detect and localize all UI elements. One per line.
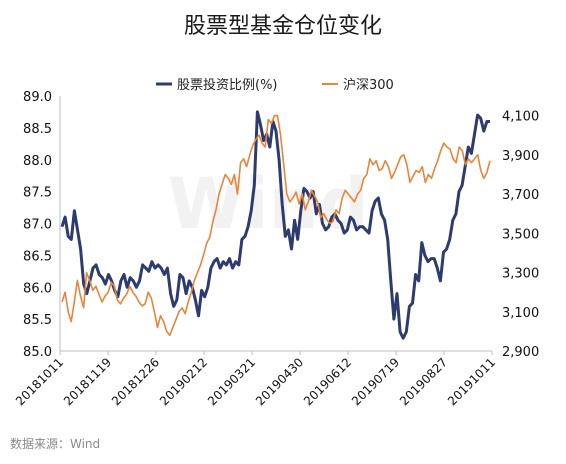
series-line-hs300	[61, 114, 491, 337]
x-tick-label: 20181226	[109, 355, 162, 408]
right-tick-label: 3,900	[502, 149, 539, 164]
series-line-position	[60, 110, 490, 340]
left-tick-label: 86.5	[23, 249, 52, 264]
x-tick-label: 20191011	[445, 355, 498, 408]
x-tick-label: 20190612	[301, 355, 354, 408]
x-tick-label: 20190719	[349, 355, 402, 408]
series-lines	[60, 110, 491, 340]
legend: 股票投资比例(%) 沪深300	[156, 77, 394, 93]
left-tick-label: 88.5	[23, 122, 52, 137]
right-tick-label: 4,100	[502, 110, 539, 125]
left-tick-label: 87.5	[23, 186, 52, 201]
chart-title: 股票型基金仓位变化	[184, 14, 382, 39]
left-tick-label: 85.5	[23, 313, 52, 328]
x-tick-label: 20190321	[205, 355, 258, 408]
right-tick-label: 2,900	[502, 345, 539, 360]
right-tick-label: 3,300	[502, 267, 539, 282]
right-tick-label: 3,700	[502, 188, 539, 203]
left-tick-label: 85.0	[23, 345, 52, 360]
x-tick-label: 20181119	[61, 355, 114, 408]
x-tick-label: 20190430	[253, 355, 306, 408]
x-tick-label: 20181011	[13, 355, 66, 408]
x-tick-label: 20190827	[397, 355, 450, 408]
right-tick-label: 3,100	[502, 306, 539, 321]
left-tick-label: 89.0	[23, 90, 52, 105]
left-tick-label: 86.0	[23, 281, 52, 296]
legend-label-position: 股票投资比例(%)	[177, 77, 278, 93]
legend-label-hs300: 沪深300	[343, 77, 394, 93]
x-tick-label: 20190212	[157, 355, 210, 408]
left-tick-label: 88.0	[23, 154, 52, 169]
source-note: 数据来源：Wind	[10, 436, 100, 451]
watermark: Wind	[167, 163, 368, 245]
right-tick-label: 3,500	[502, 227, 539, 242]
left-tick-label: 87.0	[23, 218, 52, 233]
